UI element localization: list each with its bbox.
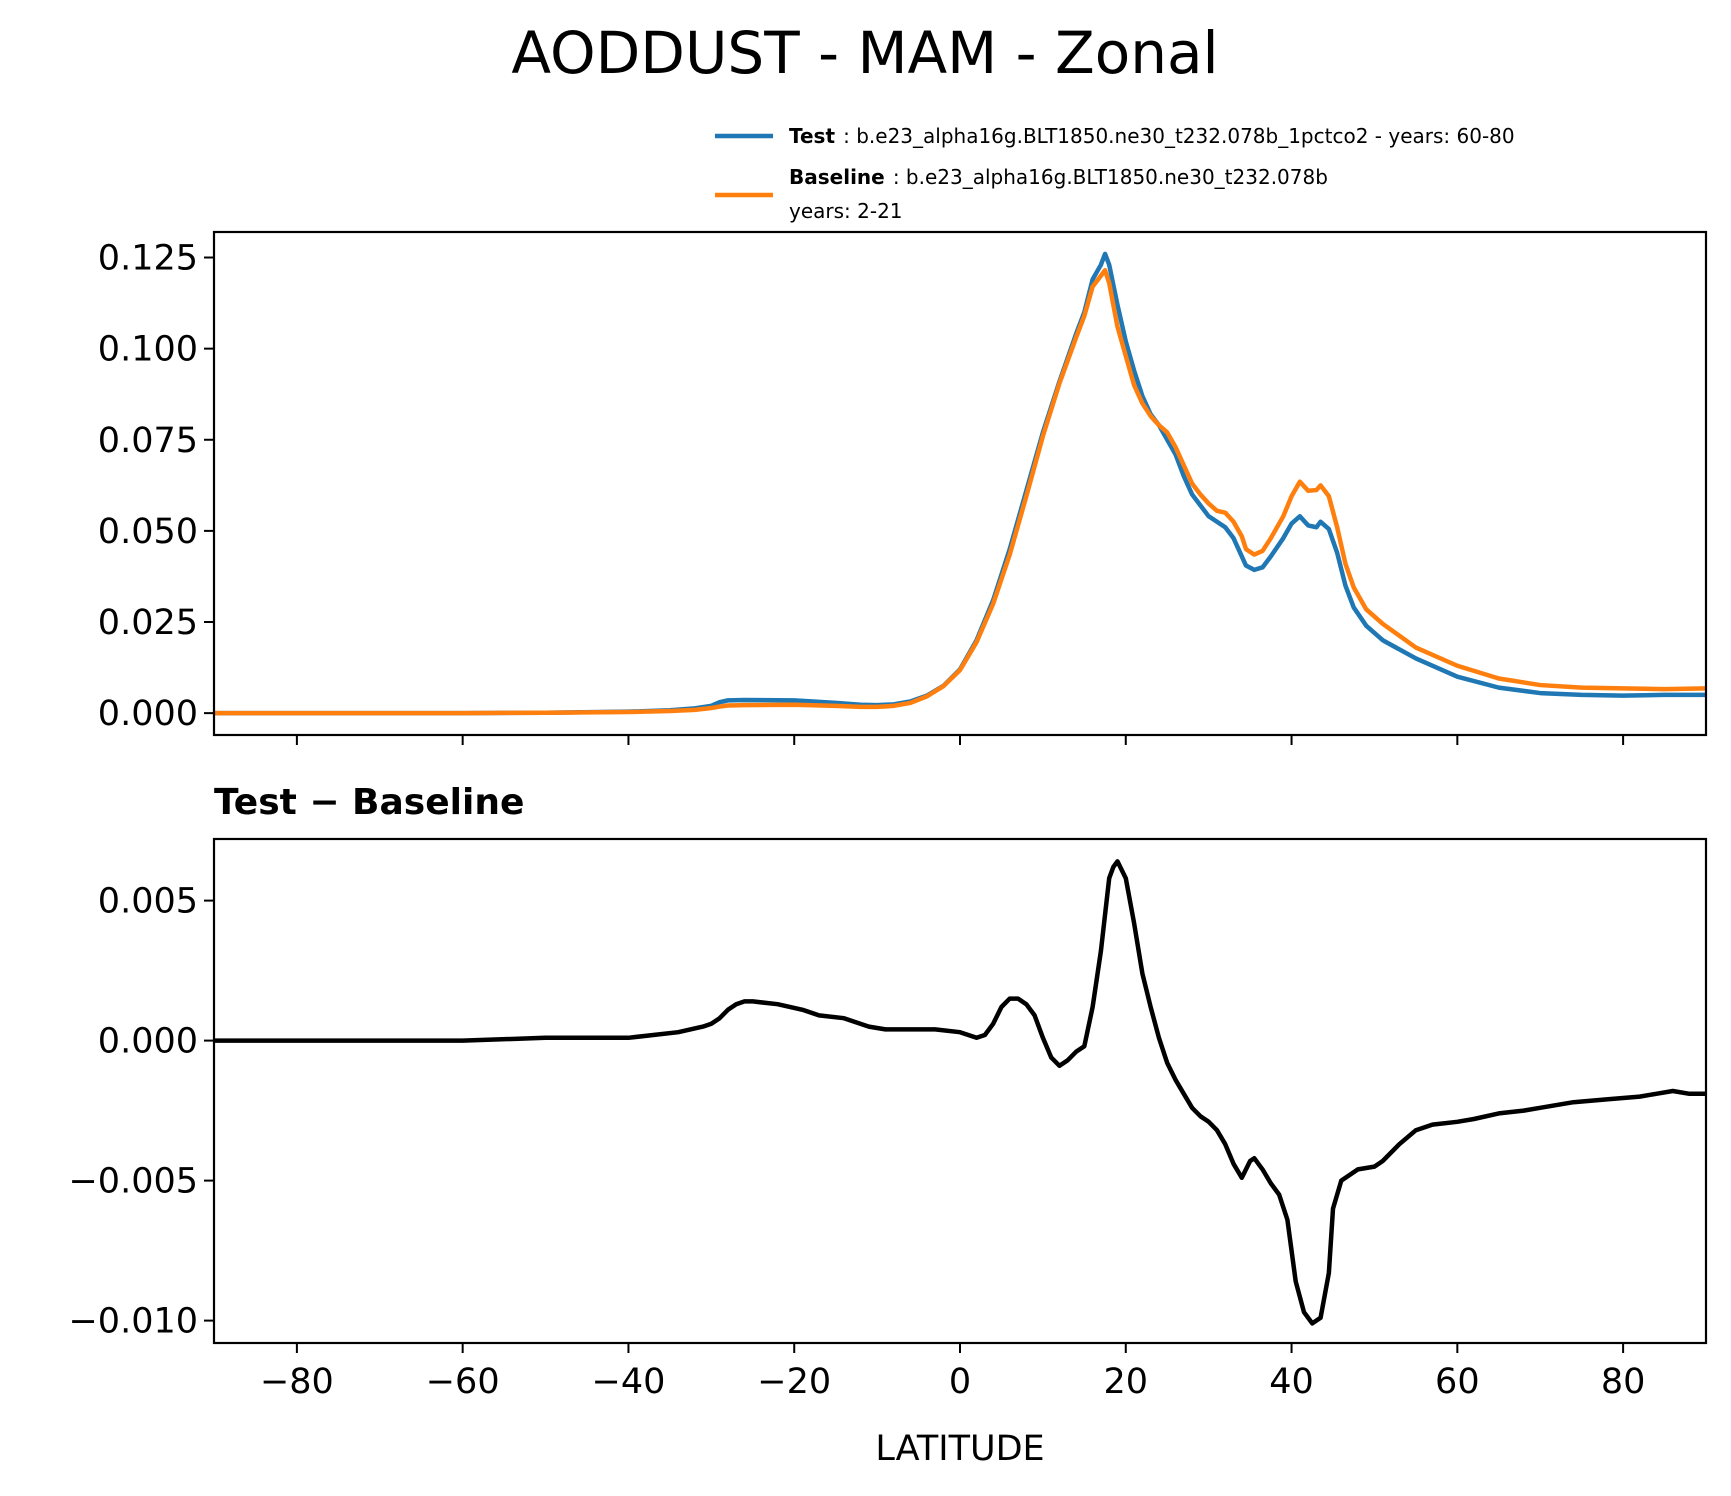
top-y-tick-label: 0.075 <box>98 421 198 461</box>
bottom-x-tick-label: −40 <box>592 1362 666 1402</box>
legend: Test : b.e23_alpha16g.BLT1850.ne30_t232.… <box>715 124 1515 223</box>
legend-baseline-label: Baseline <box>789 165 885 189</box>
chart-title: AODDUST - MAM - Zonal <box>511 19 1218 87</box>
bottom-series-group <box>214 859 1706 1326</box>
legend-baseline-years: years: 2-21 <box>789 199 903 223</box>
top-series-baseline <box>214 268 1707 716</box>
bottom-y-axis: −0.010 −0.005 0.000 0.005 <box>68 882 214 1342</box>
bottom-series-test-baseline <box>214 859 1706 1326</box>
top-x-axis <box>295 735 1625 745</box>
bottom-panel-title: Test − Baseline <box>214 782 524 823</box>
bottom-x-tick-label: 80 <box>1601 1362 1646 1402</box>
bottom-y-tick-label: −0.010 <box>68 1302 198 1342</box>
legend-test-label: Test <box>789 124 835 148</box>
legend-baseline-entry: Baseline : b.e23_alpha16g.BLT1850.ne30_t… <box>789 165 1328 189</box>
top-panel: 0.000 0.025 0.050 0.075 0.100 0.125 <box>98 230 1708 745</box>
bottom-x-tick-label: 40 <box>1269 1362 1314 1402</box>
bottom-plot-frame <box>212 837 1708 1345</box>
bottom-y-tick-label: 0.005 <box>98 882 198 922</box>
bottom-x-tick-label: 60 <box>1435 1362 1480 1402</box>
top-y-tick-label: 0.025 <box>98 603 198 643</box>
bottom-x-tick-label: −60 <box>426 1362 500 1402</box>
bottom-x-axis: −80 −60 −40 −20 0 20 40 60 80 <box>260 1343 1645 1402</box>
top-y-axis: 0.000 0.025 0.050 0.075 0.100 0.125 <box>98 239 214 734</box>
top-series-test <box>214 251 1706 716</box>
top-y-tick-label: 0.100 <box>98 330 198 370</box>
bottom-x-tick-label: −80 <box>260 1362 334 1402</box>
bottom-x-tick-label: −20 <box>757 1362 831 1402</box>
top-y-tick-label: 0.000 <box>98 694 198 734</box>
top-y-tick-label: 0.050 <box>98 512 198 552</box>
top-series-group <box>214 251 1707 716</box>
x-axis-label: LATITUDE <box>875 1429 1044 1469</box>
legend-test-text: : b.e23_alpha16g.BLT1850.ne30_t232.078b_… <box>843 124 1515 148</box>
legend-test-entry: Test : b.e23_alpha16g.BLT1850.ne30_t232.… <box>789 124 1515 148</box>
top-y-tick-label: 0.125 <box>98 239 198 279</box>
bottom-y-tick-label: 0.000 <box>98 1022 198 1062</box>
bottom-x-tick-label: 20 <box>1104 1362 1149 1402</box>
legend-baseline-text: : b.e23_alpha16g.BLT1850.ne30_t232.078b <box>893 165 1328 189</box>
bottom-y-tick-label: −0.005 <box>68 1162 198 1202</box>
bottom-x-tick-label: 0 <box>949 1362 971 1402</box>
top-plot-frame <box>212 230 1708 737</box>
bottom-panel: −0.010 −0.005 0.000 0.005 −80 −60 −40 −20 0 20 40… <box>68 837 1708 1402</box>
